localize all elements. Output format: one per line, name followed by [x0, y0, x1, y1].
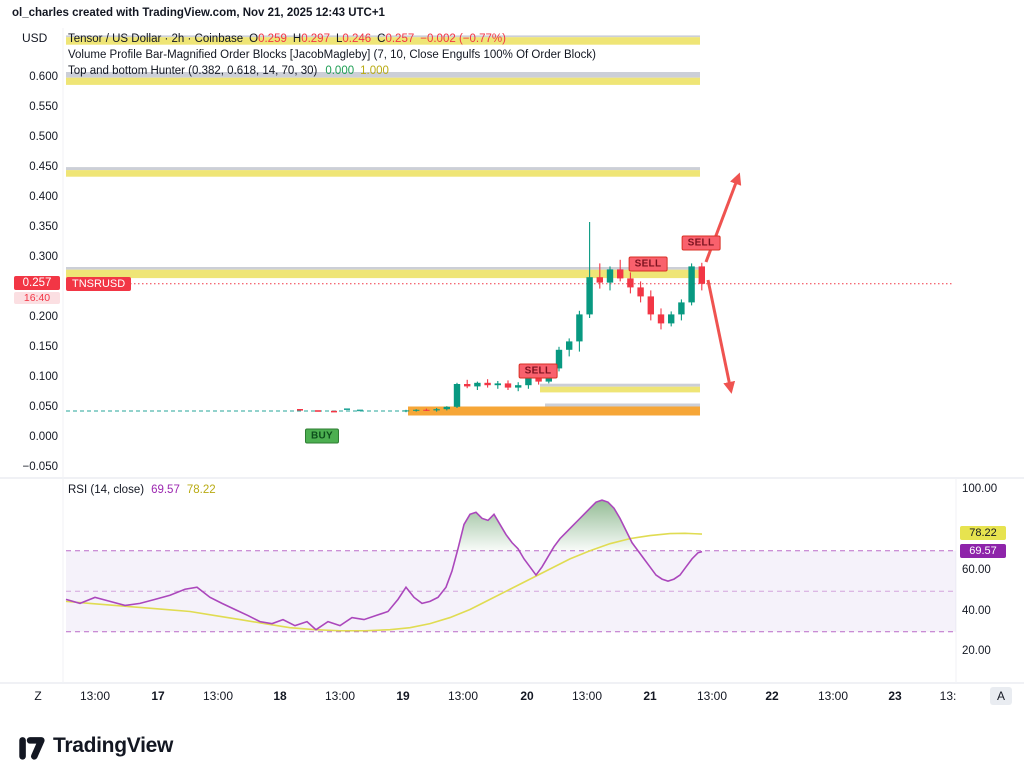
ohlc-open-label: O0.259: [249, 33, 287, 45]
hunter-value-high: 1.000: [360, 65, 389, 77]
rsi-ma-value: 78.22: [186, 484, 216, 496]
change-value: −0.002 (−0.77%): [420, 33, 506, 45]
price-tick-label: 0.350: [29, 221, 58, 233]
price-tick-label: 0.500: [29, 131, 58, 143]
hunter-indicator-name: Top and bottom Hunter (0.382, 0.618, 14,…: [68, 65, 318, 77]
symbol-price-label: TNSRUSD: [66, 277, 132, 291]
time-tick-label: 20: [520, 689, 534, 703]
ohlc-open-value: 0.259: [258, 33, 287, 45]
time-tick-label: 13:00: [817, 689, 849, 703]
price-tick-label: 0.200: [29, 311, 58, 323]
rsi-indicator-name: RSI (14, close): [68, 484, 145, 496]
time-tick-label: 17: [151, 689, 165, 703]
time-tick-label: 19: [396, 689, 410, 703]
tradingview-logo-text: TradingView: [53, 734, 174, 757]
hunter-value-low: 0.000: [325, 65, 355, 77]
last-price-tag: 0.257: [14, 276, 60, 290]
rsi-legend-row[interactable]: RSI (14, close) 69.57 78.22: [68, 484, 216, 496]
symbol-legend-row[interactable]: Tensor / US Dollar · 2h · Coinbase O0.259…: [68, 33, 506, 45]
time-tick-label: 13:00: [79, 689, 111, 703]
ohlc-high-label: H0.297: [292, 33, 330, 45]
time-tick-label: Z: [34, 689, 42, 703]
time-tick-label: 13:00: [202, 689, 234, 703]
price-tick-label: −0.050: [22, 461, 59, 473]
tradingview-logo[interactable]: TradingView: [16, 731, 173, 761]
buy-label: BUY: [304, 428, 340, 444]
sell-label: SELL: [518, 363, 558, 379]
time-tick-label: 13:00: [447, 689, 479, 703]
indicator-legend-hunter[interactable]: Top and bottom Hunter (0.382, 0.618, 14,…: [68, 65, 389, 77]
time-tick-label: 13:00: [696, 689, 728, 703]
ohlc-close-label: C0.257: [377, 33, 415, 45]
price-tick-label: 0.600: [29, 71, 58, 83]
rsi-tick-label: 40.00: [962, 604, 991, 617]
time-tick-label: 13:: [939, 689, 957, 703]
price-tick-label: 0.150: [29, 341, 58, 353]
ohlc-low-label: L0.246: [335, 33, 372, 45]
time-axis-right-badge: A: [990, 687, 1013, 705]
time-tick-label: 13:00: [571, 689, 603, 703]
rsi-value-tag: 69.57: [960, 544, 1006, 558]
ohlc-high-value: 0.297: [301, 33, 330, 45]
sell-label: SELL: [681, 235, 721, 251]
rsi-tick-label: 100.00: [962, 483, 998, 495]
rsi-tick-label: 20.00: [962, 645, 991, 657]
time-tick-label: 23: [888, 689, 902, 703]
bar-countdown-tag: 16:40: [14, 292, 60, 304]
rsi-ma-tag: 78.22: [960, 526, 1006, 540]
time-tick-label: 13:00: [324, 689, 356, 703]
time-tick-label: 22: [765, 689, 779, 703]
price-tick-label: 0.400: [29, 191, 58, 203]
price-tick-label: 0.450: [29, 161, 58, 173]
indicator-legend-volume-profile[interactable]: Volume Profile Bar-Magnified Order Block…: [68, 49, 596, 61]
sell-label: SELL: [628, 256, 668, 272]
price-tick-label: 0.100: [29, 371, 58, 383]
time-tick-label: 21: [643, 689, 657, 703]
price-tick-label: 0.300: [29, 251, 58, 263]
rsi-current-value: 69.57: [151, 484, 180, 496]
rsi-tick-label: 60.00: [962, 564, 991, 576]
symbol-title: Tensor / US Dollar · 2h · Coinbase: [68, 33, 244, 45]
price-tick-label: 0.000: [29, 431, 58, 443]
price-tick-label: 0.050: [29, 401, 58, 413]
price-tick-label: 0.550: [29, 101, 58, 113]
price-axis-currency-label[interactable]: USD: [22, 31, 48, 45]
attribution-text: ol_charles created with TradingView.com,…: [12, 7, 385, 19]
time-tick-label: 18: [273, 689, 287, 703]
tradingview-logo-icon: [19, 737, 45, 760]
ohlc-close-value: 0.257: [385, 33, 415, 45]
ohlc-low-value: 0.246: [342, 33, 372, 45]
